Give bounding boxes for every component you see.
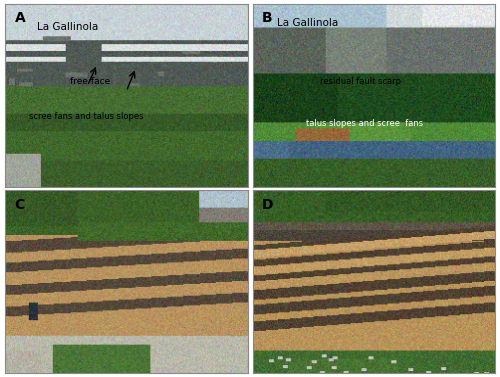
Text: C: C (14, 198, 25, 212)
Text: La Gallinola: La Gallinola (36, 22, 98, 32)
Text: talus slopes and scree  fans: talus slopes and scree fans (306, 119, 423, 128)
Text: B: B (262, 11, 273, 25)
Text: La Gallinola: La Gallinola (277, 18, 338, 28)
Text: scree fans and talus slopes: scree fans and talus slopes (29, 112, 144, 121)
Text: D: D (262, 198, 274, 212)
Text: residual fault scarp: residual fault scarp (320, 77, 402, 86)
Text: A: A (14, 11, 26, 25)
Text: free face: free face (70, 77, 110, 86)
